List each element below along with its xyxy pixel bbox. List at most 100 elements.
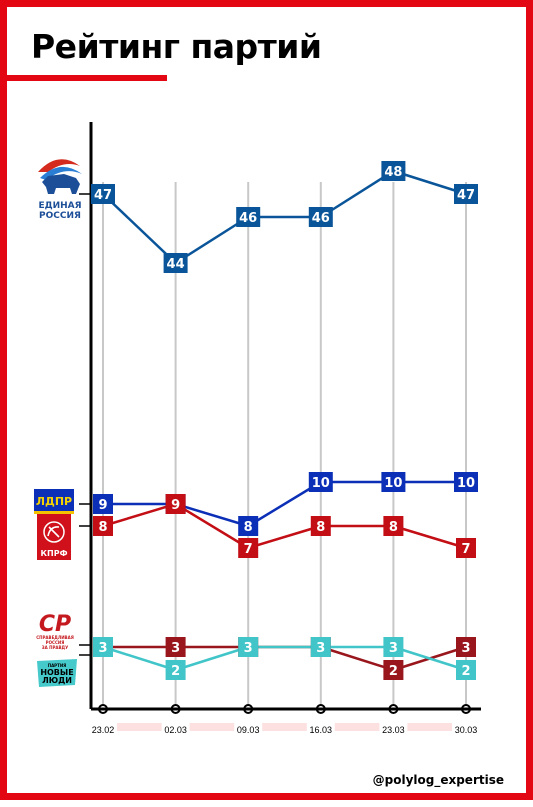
nl-logo-line2: НОВЫЕ <box>40 668 73 677</box>
data-point: 10 <box>381 472 406 492</box>
data-label: 3 <box>316 641 325 656</box>
legend-novye-lyudi: ПАРТИЯ НОВЫЕ ЛЮДИ <box>37 659 77 687</box>
data-point-box <box>165 637 186 657</box>
data-point: 9 <box>93 494 113 514</box>
x-tick-label: 09.03 <box>237 725 260 735</box>
legend-ldpr: ЛДПР <box>34 489 74 514</box>
x-tick-label: 16.03 <box>310 725 333 735</box>
data-point-box <box>165 660 186 680</box>
data-point: 9 <box>165 494 186 514</box>
data-point-box <box>310 516 331 536</box>
nl-logo-line3: ЛЮДИ <box>42 676 72 685</box>
series-line <box>103 645 467 672</box>
data-point: 8 <box>238 516 259 536</box>
x-axis-stripe <box>117 723 162 731</box>
data-point-box <box>456 538 476 558</box>
data-label: 7 <box>461 542 470 557</box>
data-point-box <box>93 494 113 514</box>
data-point: 7 <box>238 538 259 558</box>
bear-icon <box>38 159 82 194</box>
data-point: 2 <box>165 660 186 680</box>
x-tick-label: 30.03 <box>455 725 478 735</box>
data-label: 10 <box>457 476 475 491</box>
data-point: 8 <box>93 516 113 536</box>
data-label: 8 <box>389 520 398 535</box>
legend-edinaya-rossiya: ЕДИНАЯ РОССИЯ <box>38 159 82 221</box>
data-point-box <box>91 184 115 204</box>
data-label: 46 <box>312 211 330 226</box>
data-label: 9 <box>98 498 107 513</box>
data-point-box <box>165 494 186 514</box>
data-label: 8 <box>316 520 325 535</box>
x-axis-stripe <box>407 723 452 731</box>
sr-logo-sub3: ЗА ПРАВДУ <box>42 645 68 650</box>
legend-sr: СР СПРАВЕДЛИВАЯ РОССИЯ ЗА ПРАВДУ <box>36 612 74 650</box>
vertical-gridlines <box>98 182 471 714</box>
data-label: 7 <box>244 542 253 557</box>
sr-logo-text: СР <box>39 612 71 637</box>
data-point-box <box>163 253 188 273</box>
data-point-box <box>381 472 406 492</box>
data-point: 8 <box>310 516 331 536</box>
data-label: 47 <box>457 188 475 203</box>
x-axis-stripes <box>117 723 452 731</box>
data-point-box <box>238 516 259 536</box>
data-point: 48 <box>381 161 406 181</box>
data-point-box <box>93 637 113 657</box>
kprf-logo-text: КПРФ <box>40 549 67 558</box>
hammer-sickle-icon <box>43 521 65 543</box>
data-label: 9 <box>171 498 180 513</box>
x-axis-stripe <box>189 723 235 731</box>
series-line <box>102 502 467 550</box>
data-label: 48 <box>384 165 402 180</box>
data-label: 8 <box>98 520 107 535</box>
data-point-box <box>238 637 259 657</box>
sr-logo-sub1: СПРАВЕДЛИВАЯ <box>36 635 74 640</box>
data-point: 3 <box>165 637 186 657</box>
data-point-box <box>383 660 404 680</box>
ldpr-logo-text: ЛДПР <box>36 495 72 508</box>
author-handle: @polylog_expertise <box>372 773 504 787</box>
data-point-box <box>456 637 476 657</box>
data-point: 10 <box>454 472 478 492</box>
data-point-box <box>236 207 261 227</box>
data-point: 46 <box>236 207 261 227</box>
title-underline <box>7 75 167 81</box>
x-axis-stripe <box>334 723 380 731</box>
data-point: 8 <box>383 516 404 536</box>
data-point-box <box>308 472 333 492</box>
sr-logo-sub2: РОССИЯ <box>46 640 65 645</box>
data-point: 10 <box>308 472 333 492</box>
legend-kprf: КПРФ <box>37 514 71 560</box>
data-point-box <box>238 538 259 558</box>
page-title: Рейтинг партий <box>31 27 322 66</box>
series-line <box>102 645 467 672</box>
er-logo-line1: ЕДИНАЯ <box>38 201 81 211</box>
data-labels: 474446464847998101010897887333323323332 <box>91 161 478 680</box>
data-point: 3 <box>93 637 113 657</box>
data-label: 47 <box>94 188 112 203</box>
data-label: 3 <box>244 641 253 656</box>
legend-connectors <box>79 193 91 656</box>
chart-axes <box>89 122 481 711</box>
data-label: 44 <box>167 257 185 272</box>
er-logo-line2: РОССИЯ <box>39 211 81 221</box>
data-label: 3 <box>389 641 398 656</box>
data-label: 2 <box>171 664 180 679</box>
data-point: 2 <box>456 660 476 680</box>
data-point: 3 <box>383 637 404 657</box>
data-point-box <box>456 660 476 680</box>
data-point: 3 <box>238 637 259 657</box>
data-point-box <box>454 472 478 492</box>
data-label: 2 <box>461 664 470 679</box>
data-point-box <box>310 637 331 657</box>
data-label: 46 <box>239 211 257 226</box>
data-point: 7 <box>456 538 476 558</box>
data-label: 3 <box>98 641 107 656</box>
series-lines <box>102 169 467 672</box>
data-point-box <box>454 184 478 204</box>
data-point-box <box>383 637 404 657</box>
data-point: 2 <box>383 660 404 680</box>
data-point-box <box>93 516 113 536</box>
